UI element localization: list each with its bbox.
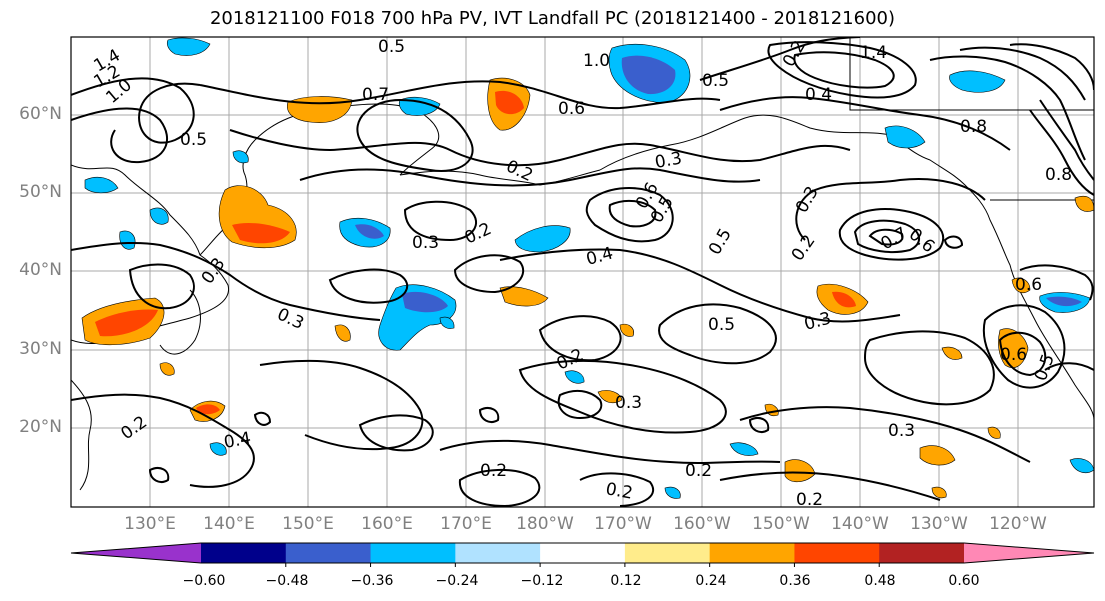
colorbar-outline [70,542,1095,564]
contour-label: 0.5 [702,71,729,91]
colorbar-tick-label: −0.48 [265,573,309,589]
lat-label: 60°N [19,104,62,124]
colorbar-tick-label: −0.36 [350,573,394,589]
lon-label: 130°W [910,514,968,534]
contour-label: 0.8 [960,117,987,137]
contour-label: 0.8 [1045,165,1072,185]
contour-label: 0.6 [558,99,585,119]
contour-label: 0.3 [653,149,683,173]
colorbar-extend-low [71,543,201,563]
lon-label: 150°W [752,514,810,534]
colorbar-tick-label: 0.48 [864,573,896,589]
colorbar-tick-label: 0.36 [779,573,811,589]
lon-label: 170°W [594,514,652,534]
lat-label: 40°N [19,260,62,280]
contour-label: 0.5 [180,130,207,150]
lon-label: 140°E [203,514,255,534]
colorbar-tick-label: −0.24 [435,573,479,589]
colorbar-segment [370,543,456,563]
contour-label: 0.6 [1015,275,1042,295]
contour-label: 0.7 [362,85,389,105]
colorbar-tick-label: 0.24 [695,573,727,589]
lat-label: 30°N [19,339,62,359]
coastlines [71,37,1094,491]
lat-label: 50°N [19,182,62,202]
contour-label: 0.2 [480,461,507,481]
contour-label: 0.2 [685,461,712,481]
contour-label: 0.2 [796,490,823,510]
colorbar [70,542,1095,567]
colorbar-segment [540,543,626,563]
colorbar-segment [285,543,372,563]
contour-label: 0.4 [805,85,832,105]
lon-label: 170°E [440,514,492,534]
contour-label: 1.0 [583,51,610,71]
colorbar-segment [709,543,795,563]
positive-anomaly-shading [81,77,1094,499]
colorbar-segment [201,543,287,563]
contour-label: 0.2 [604,479,634,503]
map-title: 2018121100 F018 700 hPa PV, IVT Landfall… [209,8,896,29]
contour-label: 0.4 [222,429,252,453]
colorbar-tick-label: −0.60 [182,573,226,589]
colorbar-segment [624,543,711,563]
lon-label: 180°W [516,514,574,534]
colorbar-tick-label: 0.12 [610,573,642,589]
contour-label: 0.6 [1000,345,1027,365]
colorbar-tick-label: −0.12 [520,573,564,589]
lon-label: 130°E [124,514,176,534]
lat-label: 20°N [19,417,62,437]
contour-label: 0.3 [412,233,439,253]
contour-label: 0.5 [378,37,405,57]
pv-contours [71,37,1094,507]
lon-label: 140°W [831,514,889,534]
contour-label: 0.3 [888,421,915,441]
colorbar-extend-high [964,543,1094,563]
map-frame [70,36,1095,508]
lon-label: 160°W [673,514,731,534]
colorbar-tick-label: 0.60 [948,573,980,589]
colorbar-segment [455,543,541,563]
colorbar-segment [879,543,965,563]
negative-anomaly-shading [84,37,1094,499]
contour-label: 0.3 [615,393,642,413]
contour-label: 0.5 [708,315,735,335]
lon-label: 120°W [989,514,1047,534]
lon-label: 160°E [361,514,413,534]
lon-label: 150°E [282,514,334,534]
colorbar-segment [794,543,880,563]
contour-label: 1.4 [860,43,887,63]
